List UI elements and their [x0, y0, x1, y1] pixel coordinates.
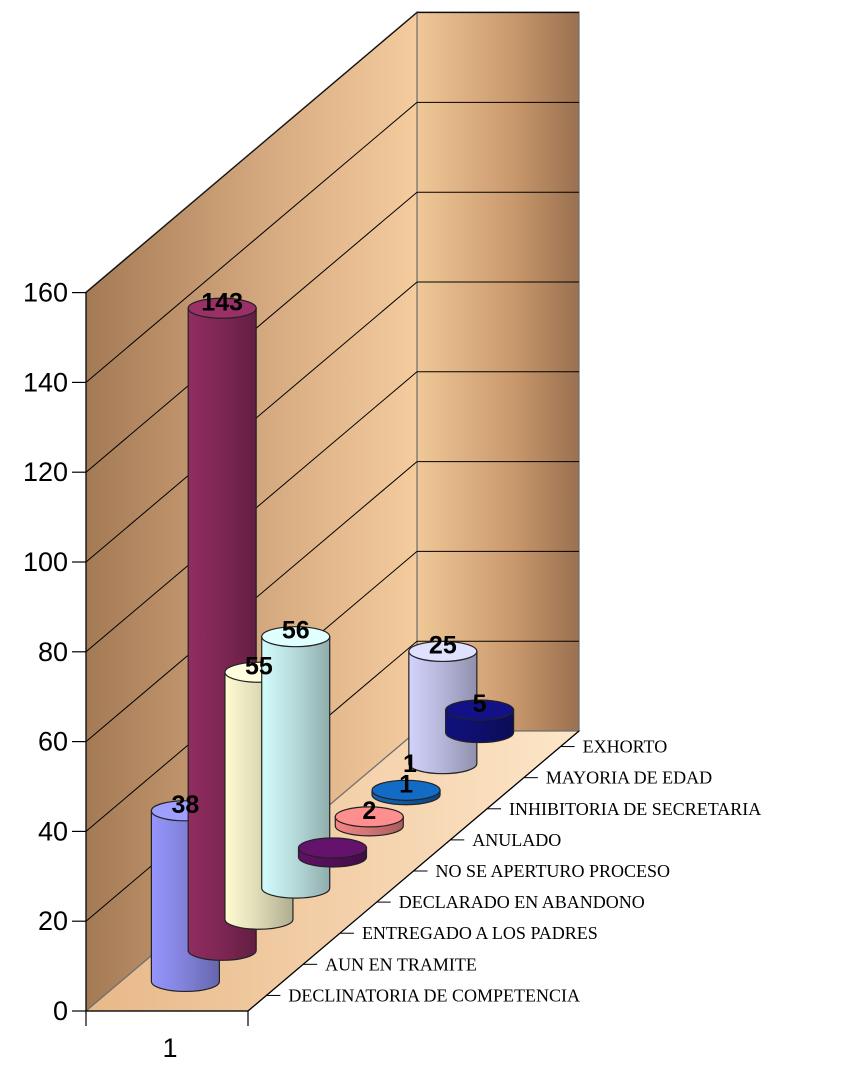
y-tick-label: 120 — [23, 457, 68, 487]
y-tick-label: 160 — [23, 278, 68, 308]
y-tick-label: 80 — [38, 637, 68, 667]
data-labels: 38 143 55 56 21 25 5 1 — [171, 288, 486, 825]
bar-body — [261, 636, 331, 899]
data-label: 25 — [429, 631, 457, 659]
series-label: AUN EN TRAMITE — [325, 954, 477, 974]
series-label: DECLINATORIA DE COMPETENCIA — [288, 985, 580, 1005]
bar-top — [297, 837, 368, 859]
data-label: 1 — [403, 750, 417, 778]
series-label: INHIBITORIA DE SECRETARIA — [509, 799, 761, 819]
bar-top — [334, 806, 404, 828]
bar-top — [445, 699, 515, 721]
bar-top — [371, 779, 441, 801]
gridline — [85, 12, 418, 293]
bar-body — [408, 650, 478, 775]
bar-top — [408, 640, 478, 663]
category-tick-label: 1 — [162, 1033, 177, 1063]
data-label: 55 — [245, 652, 273, 680]
bar — [261, 626, 331, 899]
data-label: 38 — [171, 791, 199, 819]
bar-top — [261, 626, 331, 648]
bar — [408, 640, 478, 775]
data-label: 143 — [201, 288, 243, 316]
gridline — [85, 102, 418, 383]
data-label: 5 — [473, 690, 487, 718]
bar — [334, 806, 404, 837]
bar-top — [187, 297, 257, 319]
data-label: 1 — [399, 770, 413, 798]
series-label: DECLARADO EN ABANDONO — [399, 892, 645, 912]
series-label: ANULADO — [472, 830, 561, 850]
series-label: NO SE APERTURO PROCESO — [436, 861, 670, 881]
y-tick-label: 100 — [23, 547, 68, 577]
bar — [371, 779, 441, 806]
series-depth-labels: DECLINATORIA DE COMPETENCIA AUN EN TRAMIT… — [266, 737, 761, 1005]
y-tick-label: 140 — [23, 367, 68, 397]
y-tick-label: 0 — [53, 996, 68, 1026]
bars — [150, 297, 515, 993]
series-label: MAYORIA DE EDAD — [546, 768, 712, 788]
series-label: ENTREGADO A LOS PADRES — [362, 923, 598, 943]
data-label: 56 — [282, 617, 310, 645]
bar — [445, 699, 515, 744]
series-label: EXHORTO — [583, 737, 668, 757]
y-tick-label: 60 — [38, 727, 68, 757]
y-tick-label: 40 — [38, 816, 68, 846]
data-label: 2 — [362, 797, 376, 825]
y-axis-ticks: 0 20 40 60 80 100 120 140 160 — [23, 278, 86, 1026]
y-tick-label: 20 — [38, 906, 68, 936]
bar — [297, 837, 368, 868]
